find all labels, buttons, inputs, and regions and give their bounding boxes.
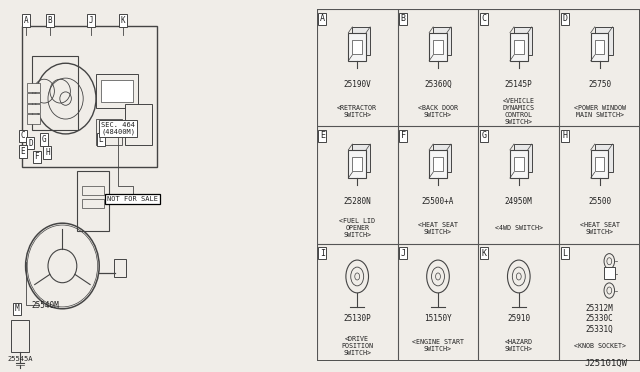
Bar [514, 157, 524, 171]
Text: M: M [14, 304, 19, 313]
Bar [595, 27, 612, 55]
Bar [348, 33, 366, 61]
Text: J: J [89, 16, 93, 25]
Text: A: A [24, 16, 29, 25]
Text: L: L [563, 248, 567, 257]
Text: F: F [35, 153, 39, 161]
Text: K: K [121, 16, 125, 25]
Text: 25545A: 25545A [7, 356, 33, 362]
Bar [514, 27, 532, 55]
FancyBboxPatch shape [22, 26, 157, 167]
Text: A: A [320, 14, 325, 23]
Text: 25280N: 25280N [343, 197, 371, 206]
FancyBboxPatch shape [125, 104, 152, 145]
Text: 25312M
25330C
25331Q: 25312M 25330C 25331Q [586, 304, 614, 334]
Text: 25145P: 25145P [505, 80, 532, 89]
Bar [604, 267, 614, 279]
Text: D: D [28, 139, 33, 148]
FancyBboxPatch shape [82, 199, 104, 208]
Text: <HAZARD
SWITCH>: <HAZARD SWITCH> [505, 339, 532, 352]
Text: 25540M: 25540M [31, 301, 60, 310]
FancyBboxPatch shape [27, 93, 40, 103]
Text: G: G [481, 131, 486, 140]
Text: H: H [45, 148, 50, 157]
Bar [433, 27, 451, 55]
Text: 15150Y: 15150Y [424, 314, 452, 323]
Text: H: H [563, 131, 567, 140]
Text: I: I [320, 248, 325, 257]
FancyBboxPatch shape [114, 259, 125, 277]
FancyBboxPatch shape [32, 56, 79, 130]
Text: 25910: 25910 [508, 314, 531, 323]
Text: K: K [481, 248, 486, 257]
Text: C: C [481, 14, 486, 23]
Bar [429, 33, 447, 61]
Text: E: E [20, 147, 26, 156]
Bar [514, 40, 524, 54]
FancyBboxPatch shape [27, 104, 40, 113]
Bar [429, 150, 447, 178]
Text: 25130P: 25130P [343, 314, 371, 323]
FancyBboxPatch shape [77, 171, 109, 231]
Bar [348, 150, 366, 178]
Text: <DRIVE
POSITION
SWITCH>: <DRIVE POSITION SWITCH> [341, 336, 373, 356]
Text: <4WD SWITCH>: <4WD SWITCH> [495, 225, 543, 231]
Bar [510, 33, 528, 61]
Text: <FUEL LID
OPENER
SWITCH>: <FUEL LID OPENER SWITCH> [339, 218, 375, 238]
Bar [353, 27, 370, 55]
Text: 25750: 25750 [588, 80, 611, 89]
Text: 24950M: 24950M [505, 197, 532, 206]
Text: <ENGINE START
SWITCH>: <ENGINE START SWITCH> [412, 339, 464, 352]
Text: 25500: 25500 [588, 197, 611, 206]
Text: <KNOB SOCKET>: <KNOB SOCKET> [573, 343, 626, 349]
FancyBboxPatch shape [12, 320, 29, 352]
FancyBboxPatch shape [96, 119, 122, 145]
Text: <HEAT SEAT
SWITCH>: <HEAT SEAT SWITCH> [418, 222, 458, 235]
Text: 25360Q: 25360Q [424, 80, 452, 89]
Text: B: B [401, 14, 406, 23]
Text: J25101QW: J25101QW [584, 359, 627, 368]
FancyBboxPatch shape [82, 186, 104, 195]
Text: SEC. 464
(48400M): SEC. 464 (48400M) [101, 122, 136, 135]
FancyBboxPatch shape [101, 80, 133, 102]
Bar [595, 40, 605, 54]
Bar [510, 150, 528, 178]
Bar [514, 144, 532, 172]
Bar [353, 144, 370, 172]
FancyBboxPatch shape [96, 74, 138, 108]
Text: B: B [47, 16, 52, 25]
Text: <HEAT SEAT
SWITCH>: <HEAT SEAT SWITCH> [580, 222, 620, 235]
Text: 25190V: 25190V [343, 80, 371, 89]
Bar [352, 157, 362, 171]
Text: E: E [320, 131, 325, 140]
Bar [433, 40, 443, 54]
Text: NOT FOR SALE: NOT FOR SALE [108, 196, 158, 202]
Text: <VEHICLE
DYNAMICS
CONTROL
SWITCH>: <VEHICLE DYNAMICS CONTROL SWITCH> [503, 98, 535, 125]
Text: F: F [401, 131, 406, 140]
Text: <POWER WINDOW
MAIN SWITCH>: <POWER WINDOW MAIN SWITCH> [573, 105, 626, 118]
Text: G: G [42, 135, 47, 144]
Bar [433, 157, 443, 171]
Text: C: C [20, 131, 26, 140]
Text: <BACK DOOR
SWITCH>: <BACK DOOR SWITCH> [418, 105, 458, 118]
Text: D: D [563, 14, 567, 23]
Bar [591, 33, 609, 61]
Bar [595, 144, 612, 172]
FancyBboxPatch shape [27, 114, 40, 124]
Text: 25500+A: 25500+A [422, 197, 454, 206]
Bar [591, 150, 609, 178]
FancyBboxPatch shape [27, 83, 40, 92]
Text: J: J [401, 248, 406, 257]
Bar [595, 157, 605, 171]
Bar [352, 40, 362, 54]
Text: <RETRACTOR
SWITCH>: <RETRACTOR SWITCH> [337, 105, 377, 118]
Text: L: L [99, 135, 103, 144]
Bar [433, 144, 451, 172]
